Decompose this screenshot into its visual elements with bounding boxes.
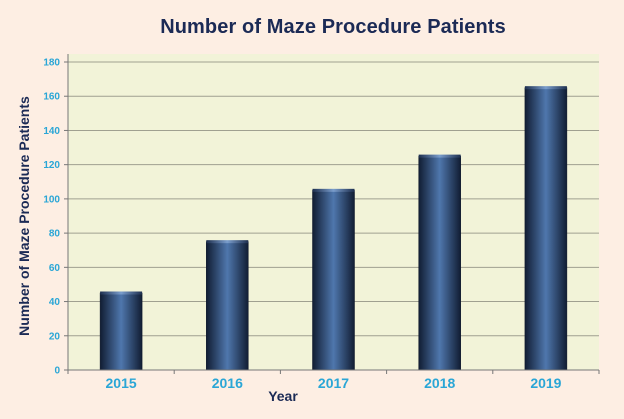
bars xyxy=(99,86,568,371)
x-tick-label: 2016 xyxy=(212,375,243,391)
bar-2015 xyxy=(99,291,143,371)
y-tick-label: 20 xyxy=(49,331,61,342)
bar-2017 xyxy=(312,188,355,371)
y-tick-label: 160 xyxy=(43,92,60,103)
bar-body xyxy=(524,87,568,371)
y-tick-label: 140 xyxy=(43,126,60,137)
x-axis-label: Year xyxy=(268,388,298,404)
y-tick-label: 60 xyxy=(49,263,61,274)
y-axis-label: Number of Maze Procedure Patients xyxy=(16,96,32,336)
x-tick-label: 2015 xyxy=(106,375,137,391)
bar-body xyxy=(312,190,355,371)
x-tick-label: 2017 xyxy=(318,375,349,391)
axes xyxy=(64,54,600,374)
bar-body xyxy=(418,155,461,371)
bar-body xyxy=(99,292,143,371)
y-tick-label: 180 xyxy=(43,58,60,69)
bar-2018 xyxy=(418,154,461,371)
bar-top xyxy=(418,154,461,158)
chart-title: Number of Maze Procedure Patients xyxy=(160,16,506,38)
bar-top xyxy=(312,188,355,192)
y-tick-label: 120 xyxy=(43,160,60,171)
bar-2016 xyxy=(206,240,249,371)
y-tick-label: 80 xyxy=(49,229,61,240)
y-tick-label: 0 xyxy=(54,366,60,377)
bar-top xyxy=(524,86,567,90)
bar-top xyxy=(206,240,249,244)
bar-top xyxy=(100,291,143,295)
x-tick-label: 2018 xyxy=(424,375,455,391)
x-tick-label: 2019 xyxy=(530,375,561,391)
y-tick-label: 40 xyxy=(49,297,61,308)
bar-2019 xyxy=(524,86,568,371)
tick-labels: 0 20 40 60 80 100 120 140 160 180 2015 2016 2017 2018… xyxy=(43,58,561,392)
y-tick-label: 100 xyxy=(43,194,60,205)
bar-body xyxy=(206,241,249,371)
